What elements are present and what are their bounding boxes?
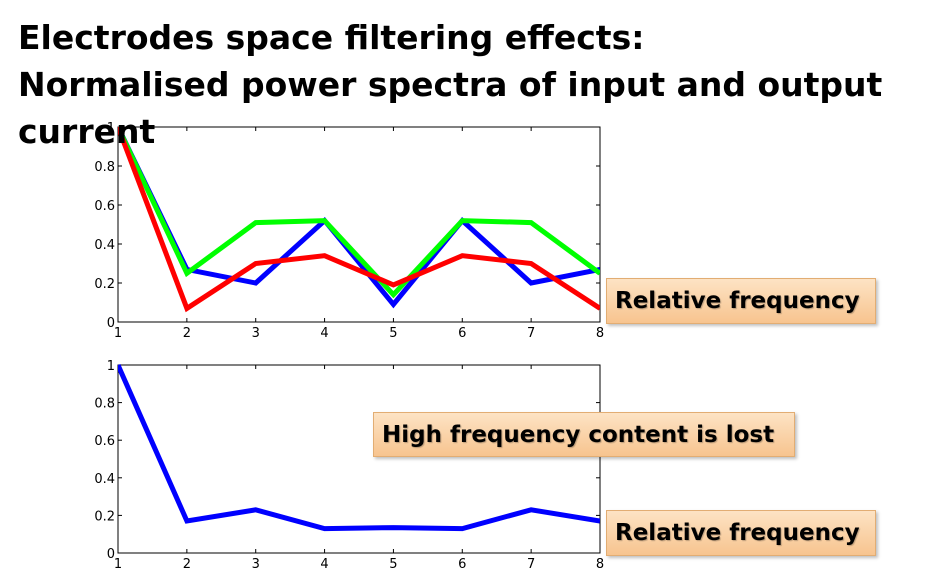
x-tick-label: 3 (252, 557, 260, 572)
x-tick-label: 4 (320, 557, 328, 572)
y-tick-label: 0.8 (94, 397, 115, 412)
x-tick-label: 2 (183, 557, 191, 572)
plot-frame (117, 364, 601, 554)
y-tick-label: 0.6 (94, 199, 115, 214)
x-tick-label: 5 (389, 557, 397, 572)
series-line-2 (118, 126, 600, 313)
x-tick-label: 6 (458, 557, 466, 572)
x-tick-label: 5 (389, 326, 397, 341)
output-spectrum-plot: 1 2 3 4 5 6 7 8 0 0.2 0.4 0.6 0.8 1 (94, 359, 604, 572)
x-tick-label: 8 (596, 557, 604, 572)
y-tick-label: 1 (107, 359, 115, 374)
series-line-1 (118, 125, 600, 299)
callout-label: High frequency content is lost (382, 421, 775, 448)
y-tick-label: 0.4 (94, 472, 115, 487)
y-tick-label: 0.4 (94, 238, 115, 253)
x-tick-label: 1 (114, 326, 122, 341)
x-tick-label: 2 (183, 326, 191, 341)
relative-frequency-callout-bottom: Relative frequency (606, 510, 876, 556)
slide-title: Electrodes space filtering effects: Norm… (18, 14, 882, 155)
y-tick-label: 0 (107, 547, 115, 562)
y-tick-label: 0.6 (94, 434, 115, 449)
relative-frequency-callout-top: Relative frequency (606, 278, 876, 324)
x-tick-label: 7 (527, 326, 535, 341)
y-tick-label: 0.2 (94, 509, 115, 524)
callout-label: Relative frequency (615, 288, 860, 314)
title-line-1: Electrodes space filtering effects: (18, 18, 645, 57)
series-line-0 (118, 363, 600, 532)
x-tick-label: 6 (458, 326, 466, 341)
high-frequency-lost-callout: High frequency content is lost (373, 412, 795, 457)
x-tick-label: 7 (527, 557, 535, 572)
y-tick-label: 0.8 (94, 160, 115, 175)
title-line-2: Normalised power spectra of input and ou… (18, 65, 883, 104)
callout-label: Relative frequency (615, 520, 860, 546)
x-tick-label: 8 (596, 326, 604, 341)
y-tick-label: 1 (107, 121, 115, 136)
x-tick-label: 1 (114, 557, 122, 572)
series-line-0 (118, 125, 600, 309)
x-tick-label: 3 (252, 326, 260, 341)
input-output-spectra-plot: 1 2 3 4 5 6 7 8 0 0.2 0.4 0.6 0.8 1 (94, 121, 604, 341)
y-tick-label: 0.2 (94, 277, 115, 292)
x-tick-label: 4 (320, 326, 328, 341)
title-line-3: current (18, 112, 156, 151)
y-tick-label: 0 (107, 316, 115, 331)
